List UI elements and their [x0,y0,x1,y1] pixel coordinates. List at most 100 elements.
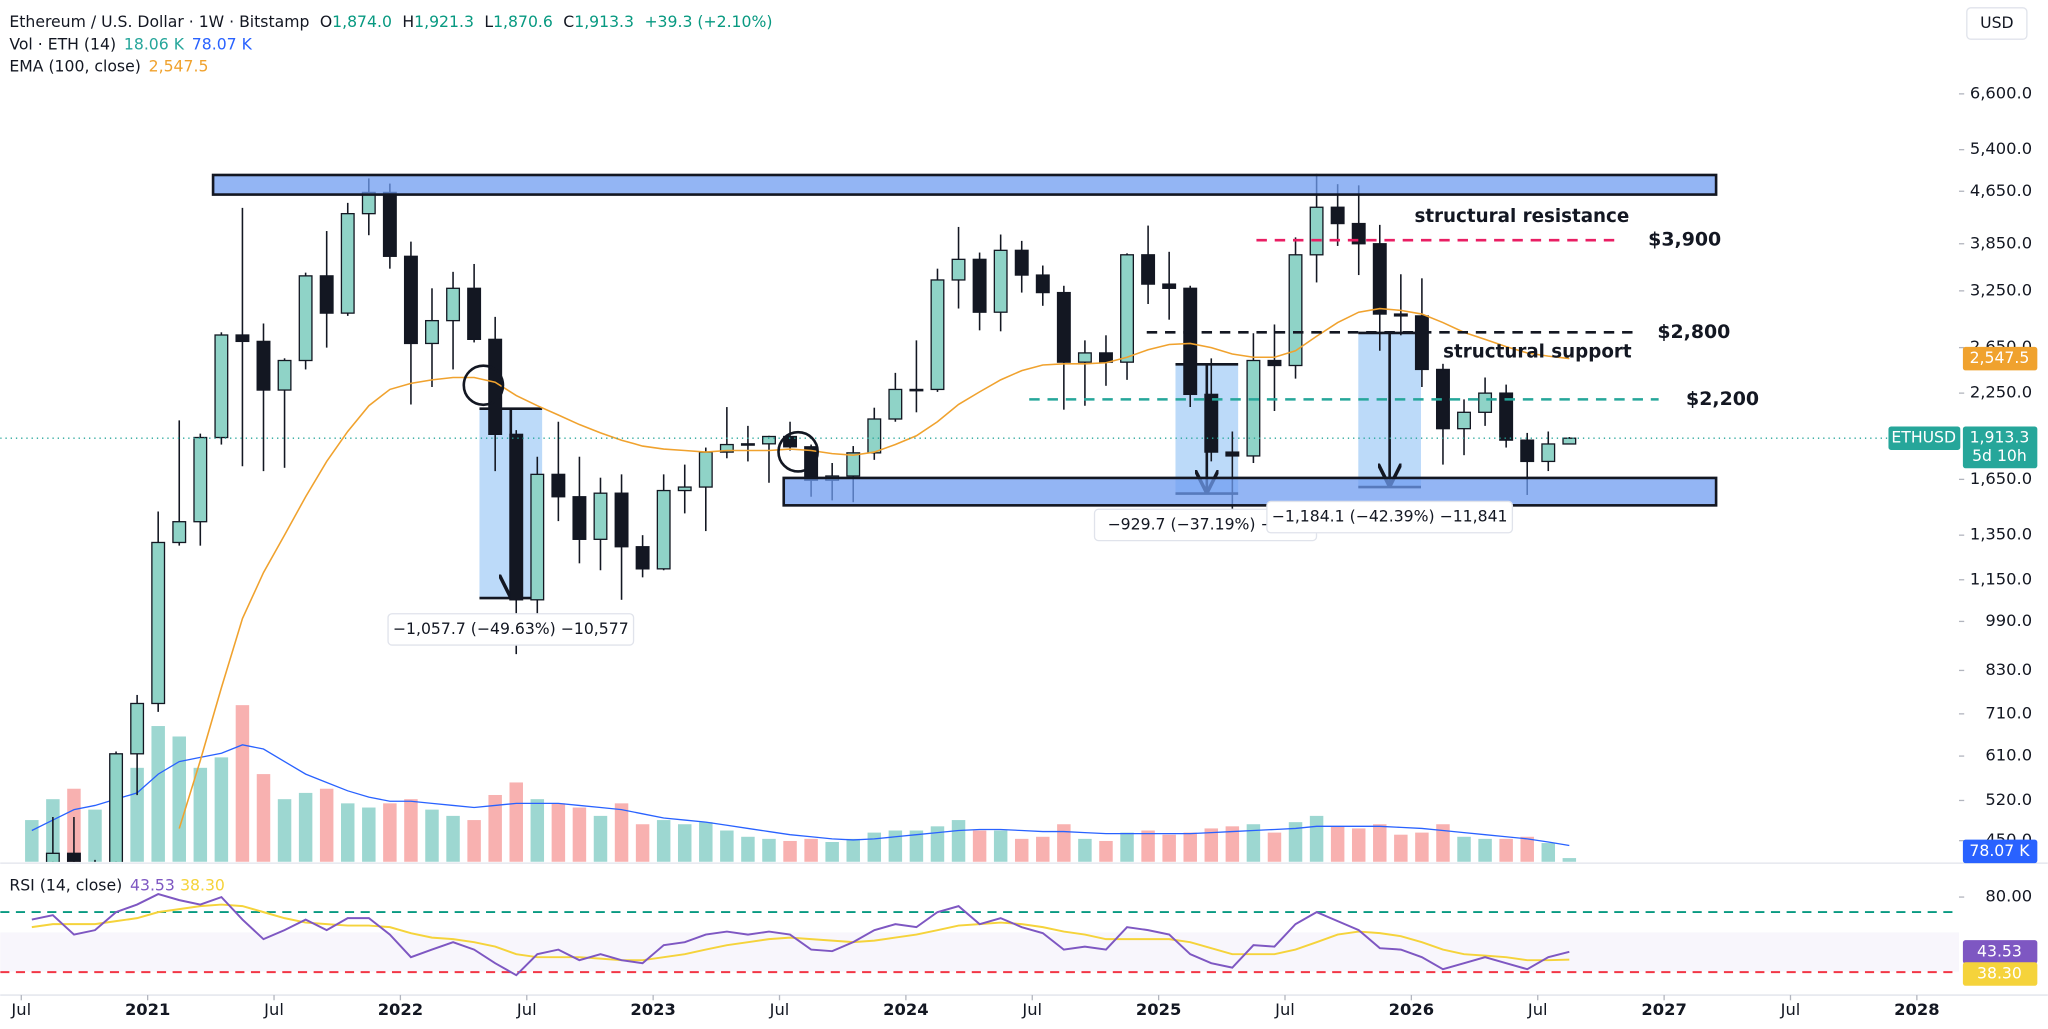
price-layer [0,173,1959,862]
volume-bar [1520,836,1534,862]
annotation-text: structural support [1443,342,1632,363]
candle-body [1372,243,1387,315]
volume-bar [867,832,882,862]
volume-bar [1246,824,1261,862]
overlay-layer: structural resistance structural support… [211,173,1759,646]
highlight-circle [777,430,819,473]
volume-bar [1394,834,1408,862]
y-tick-label: 1,150.0 [1970,569,2032,588]
candle-body [1056,291,1071,363]
candle-body [45,852,60,862]
level-label: $3,900 [1648,229,1721,251]
x-tick-label: Jul [1021,1000,1042,1019]
candle-body [593,492,608,540]
rsi-band [0,932,1959,972]
candle-body [1541,443,1556,463]
volume-bar [88,809,102,862]
candle-body [951,258,966,281]
legend-value: 18.06 K [124,34,185,53]
volume-bar [1141,830,1155,862]
volume-bar [298,792,313,862]
rsi-tick-label: 80.00 [1985,887,2032,906]
support-zone [782,476,1718,507]
legend-line: Ethereum / U.S. Dollar · 1W · Bitstamp O1… [9,12,772,31]
axis-layer: USD 6,600.0 5,400.0 4,650.0 3,850.0 3,250.0 2… [10,7,2038,1019]
volume-bar [256,774,271,862]
rsi-ma-tag-bg [1962,962,2038,986]
highlight-circle [462,364,505,407]
ohlc-key: C [563,12,574,31]
volume-bar [1162,834,1176,862]
y-tick-label: 5,400.0 [1970,139,2032,158]
y-tick-label: 6,600.0 [1970,83,2032,102]
candle-body [719,443,734,453]
candle-body [656,489,671,570]
volume-bar [846,838,860,862]
candle-body [1077,352,1092,363]
volume-bar [804,838,818,862]
volume-bar [404,799,418,862]
currency-label[interactable]: USD [1980,13,2013,32]
measure-label: −1,057.7 (−49.63%) −10,577 [393,619,629,638]
volume-bar [699,822,713,862]
volume-bar [783,840,797,862]
y-tick-label: 1,650.0 [1970,469,2032,488]
volume-bar [825,842,839,862]
volume-bar [930,826,945,862]
candle-body [1499,392,1514,441]
candle-body [1162,283,1177,289]
x-tick-label: Jul [263,1000,284,1019]
rsi-ma-tag: 38.30 [1977,964,2022,983]
volume-bar [951,820,966,862]
volume-bar [1499,838,1513,862]
ohlc-value: 1,921.3 [414,12,474,31]
volume-bar [1541,843,1556,862]
candle-body [1309,206,1324,256]
x-tick-label: Jul [1274,1000,1295,1019]
candle-body [130,702,145,755]
legend-value: 43.53 [130,875,175,894]
volume-bar [572,807,587,862]
volume-layer [25,705,1577,862]
candle-body [1351,222,1366,245]
candle-body [425,319,439,345]
x-tick-label: 2028 [1894,1000,1939,1019]
volume-bar [151,726,165,862]
candle-body [888,388,903,420]
volume-bar [1120,832,1134,862]
ohlc-value: 1,874.0 [332,12,392,31]
candle-body [1267,359,1282,367]
y-tick-label: 990.0 [1985,611,2032,630]
volume-bar [614,803,629,862]
volume-bar [551,803,566,862]
currency-button[interactable] [1966,7,2028,40]
y-tick-label: 3,850.0 [1970,233,2032,252]
candle-body [509,433,524,601]
annotation-text: structural resistance [1414,206,1629,227]
legend-line: Vol · ETH (14) 18.06 K 78.07 K [9,34,252,53]
legend-value: 2,547.5 [149,56,209,75]
x-tick-label: 2022 [378,1000,423,1019]
candle-body [319,275,334,314]
candle-body [551,473,566,498]
volume-bar [1309,815,1324,862]
symbol-tag-bg [1888,426,1961,450]
volume-bar [172,736,186,862]
volume-bar [1183,832,1197,862]
measure-label: −929.7 (−37.19%) −9 [1108,514,1284,533]
candle-body [403,255,418,345]
candle-body [572,496,587,540]
volume-tag: 78.07 K [1969,841,2030,860]
measure-box [1358,331,1421,489]
price-tag: 1,913.3 [1970,428,2030,447]
volume-bar [488,794,502,862]
volume-bar [635,824,650,862]
candle-body [1562,437,1577,445]
candle-body [488,338,503,435]
x-tick-label: 2027 [1641,1000,1686,1019]
candle-body [867,418,882,454]
candle-body [677,486,692,492]
y-tick-label: 3,250.0 [1970,280,2032,299]
candle-body [340,213,355,314]
volume-bar [1373,824,1387,862]
